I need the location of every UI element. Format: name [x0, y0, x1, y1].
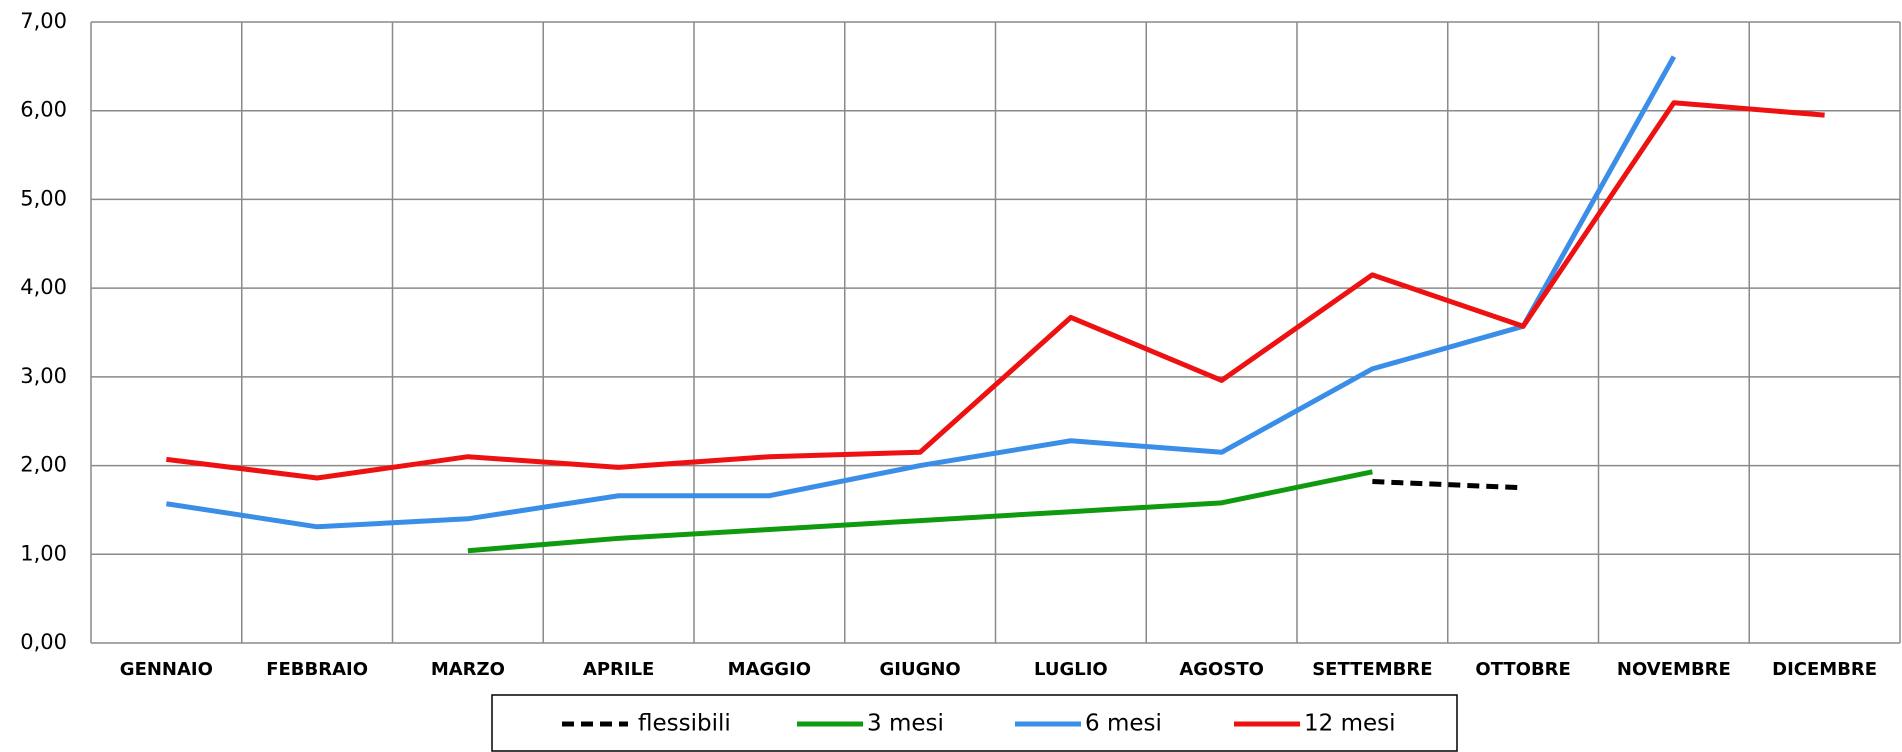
x-tick-label: GENNAIO [120, 659, 213, 680]
x-tick-label: APRILE [583, 659, 654, 680]
x-tick-label: NOVEMBRE [1617, 659, 1731, 680]
legend-label: flessibili [638, 711, 731, 737]
x-tick-label: MARZO [431, 659, 505, 680]
y-tick-label: 1,00 [20, 541, 67, 565]
x-tick-label: MAGGIO [728, 659, 811, 680]
x-tick-label: LUGLIO [1034, 659, 1108, 680]
x-tick-label: GIUGNO [880, 659, 961, 680]
y-tick-label: 5,00 [20, 186, 67, 210]
series-line [165, 55, 1677, 530]
y-tick-label: 0,00 [20, 630, 67, 654]
x-tick-label: AGOSTO [1179, 659, 1264, 680]
legend-label: 6 mesi [1085, 711, 1162, 737]
x-tick-label: FEBBRAIO [266, 659, 368, 680]
series-line [467, 469, 1373, 554]
x-tick-label: SETTEMBRE [1312, 659, 1432, 680]
y-tick-label: 7,00 [20, 9, 67, 33]
x-tick-label: DICEMBRE [1772, 659, 1877, 680]
y-tick-label: 6,00 [20, 98, 67, 122]
y-tick-label: 3,00 [20, 364, 67, 388]
series-line [1372, 479, 1524, 491]
y-tick-label: 2,00 [20, 453, 67, 477]
legend-label: 3 mesi [867, 711, 944, 737]
y-tick-label: 4,00 [20, 275, 67, 299]
x-tick-label: OTTOBRE [1475, 659, 1570, 680]
series-line [166, 100, 1825, 481]
legend-label: 12 mesi [1304, 711, 1396, 737]
